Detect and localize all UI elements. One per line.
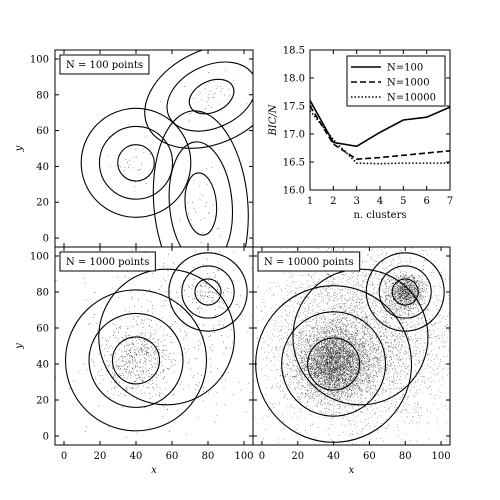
cluster-2-ellipse-2 (181, 265, 235, 319)
y-tick-label: 18.0 (283, 74, 305, 85)
axes-frame-bottom-right (252, 246, 451, 446)
annotation-box (59, 54, 150, 75)
x-tick-label: 2 (330, 196, 336, 207)
annotation-text: N = 10000 points (264, 257, 354, 268)
point-cloud (55, 249, 253, 445)
plot-area-bottom-left (11, 181, 323, 493)
y-tick-label: 17.5 (283, 102, 305, 113)
y-tick-label: 17.0 (283, 130, 305, 141)
x-axis-label: n. clusters (353, 210, 406, 221)
y-tick-label: 16.0 (283, 186, 305, 197)
x-tick-label: 80 (399, 451, 412, 462)
cluster-2-ellipse-1 (194, 278, 222, 306)
x-tick-label: 40 (327, 451, 340, 462)
cluster-2-ellipse-1 (391, 278, 419, 306)
y-axis-label: y (14, 145, 25, 152)
annotation-box (59, 251, 156, 272)
x-tick-label: 3 (353, 196, 359, 207)
x-tick-label: 60 (363, 451, 376, 462)
y-axis-label: y (14, 343, 25, 350)
cluster-3-ellipse-3 (152, 110, 249, 247)
cluster-1-ellipse-1 (307, 337, 361, 391)
cluster-1-ellipse-2 (98, 125, 174, 200)
x-tick-label: 0 (259, 451, 265, 462)
plot-area-top-left (80, 50, 253, 247)
y-tick-label: 80 (36, 288, 49, 299)
cluster-1-ellipse-2 (88, 312, 184, 408)
x-tick-label: 5 (400, 196, 406, 207)
cluster-1-ellipse-3 (80, 107, 192, 218)
cluster-1-ellipse-1 (117, 144, 155, 182)
x-tick-label: 60 (166, 451, 179, 462)
cluster-3-ellipse-1 (98, 268, 236, 406)
point-cloud (253, 247, 450, 445)
x-tick-label: 6 (423, 196, 429, 207)
cluster-2-ellipse-3 (144, 50, 253, 149)
x-tick-label: 0 (61, 451, 67, 462)
cluster-3-ellipse-1 (292, 268, 429, 406)
x-tick-label: 4 (377, 196, 383, 207)
y-tick-label: 20 (36, 198, 49, 209)
series-line-n-100 (309, 100, 451, 148)
legend-label: N=1000 (387, 78, 430, 89)
series-line-n-10000 (309, 109, 450, 165)
plot-area-bottom-right (253, 247, 450, 445)
x-axis-label: x (349, 465, 355, 476)
x-tick-label: 7 (447, 196, 453, 207)
x-tick-label: 100 (234, 451, 253, 462)
cluster-3-ellipse-1 (184, 172, 218, 236)
y-tick-label: 40 (36, 360, 49, 371)
x-tick-label: 100 (431, 451, 450, 462)
y-tick-label: 0 (43, 432, 49, 443)
legend-label: N=100 (387, 63, 423, 74)
cluster-1-ellipse-1 (111, 336, 161, 385)
y-tick-label: 80 (36, 90, 49, 101)
y-tick-label: 100 (30, 54, 49, 65)
y-tick-label: 18.5 (283, 46, 305, 57)
x-tick-label: 1 (307, 196, 313, 207)
cluster-2-ellipse-1 (188, 78, 235, 115)
annotation-text: N = 1000 points (66, 257, 149, 268)
x-tick-label: 80 (202, 451, 215, 462)
scatter-points (253, 247, 450, 445)
x-tick-label: 20 (94, 451, 107, 462)
x-axis-label: x (151, 465, 157, 476)
y-tick-label: 60 (36, 324, 49, 335)
y-tick-label: 100 (30, 252, 49, 263)
y-axis-label: BIC/N (268, 103, 279, 136)
annotation-text: N = 100 points (66, 60, 143, 71)
x-tick-label: 20 (291, 451, 304, 462)
cluster-2-ellipse-2 (378, 265, 432, 319)
cluster-1-ellipse-2 (281, 311, 387, 417)
cluster-1-ellipse-3 (64, 289, 208, 432)
y-tick-label: 0 (43, 234, 49, 245)
y-tick-label: 60 (36, 126, 49, 137)
series-line-n-1000 (309, 105, 451, 161)
cluster-2-ellipse-3 (365, 252, 445, 332)
cluster-3-ellipse-2 (11, 181, 323, 493)
cluster-3-ellipse-2 (168, 141, 234, 247)
cluster-2-ellipse-3 (168, 252, 248, 332)
y-tick-label: 16.5 (283, 158, 305, 169)
legend-label: N=10000 (387, 93, 436, 104)
y-tick-label: 40 (36, 162, 49, 173)
scatter-points (55, 249, 253, 445)
legend-box (346, 55, 446, 107)
x-tick-label: 40 (130, 451, 143, 462)
cluster-2-ellipse-2 (166, 61, 253, 132)
y-tick-label: 20 (36, 396, 49, 407)
annotation-box (257, 251, 361, 272)
